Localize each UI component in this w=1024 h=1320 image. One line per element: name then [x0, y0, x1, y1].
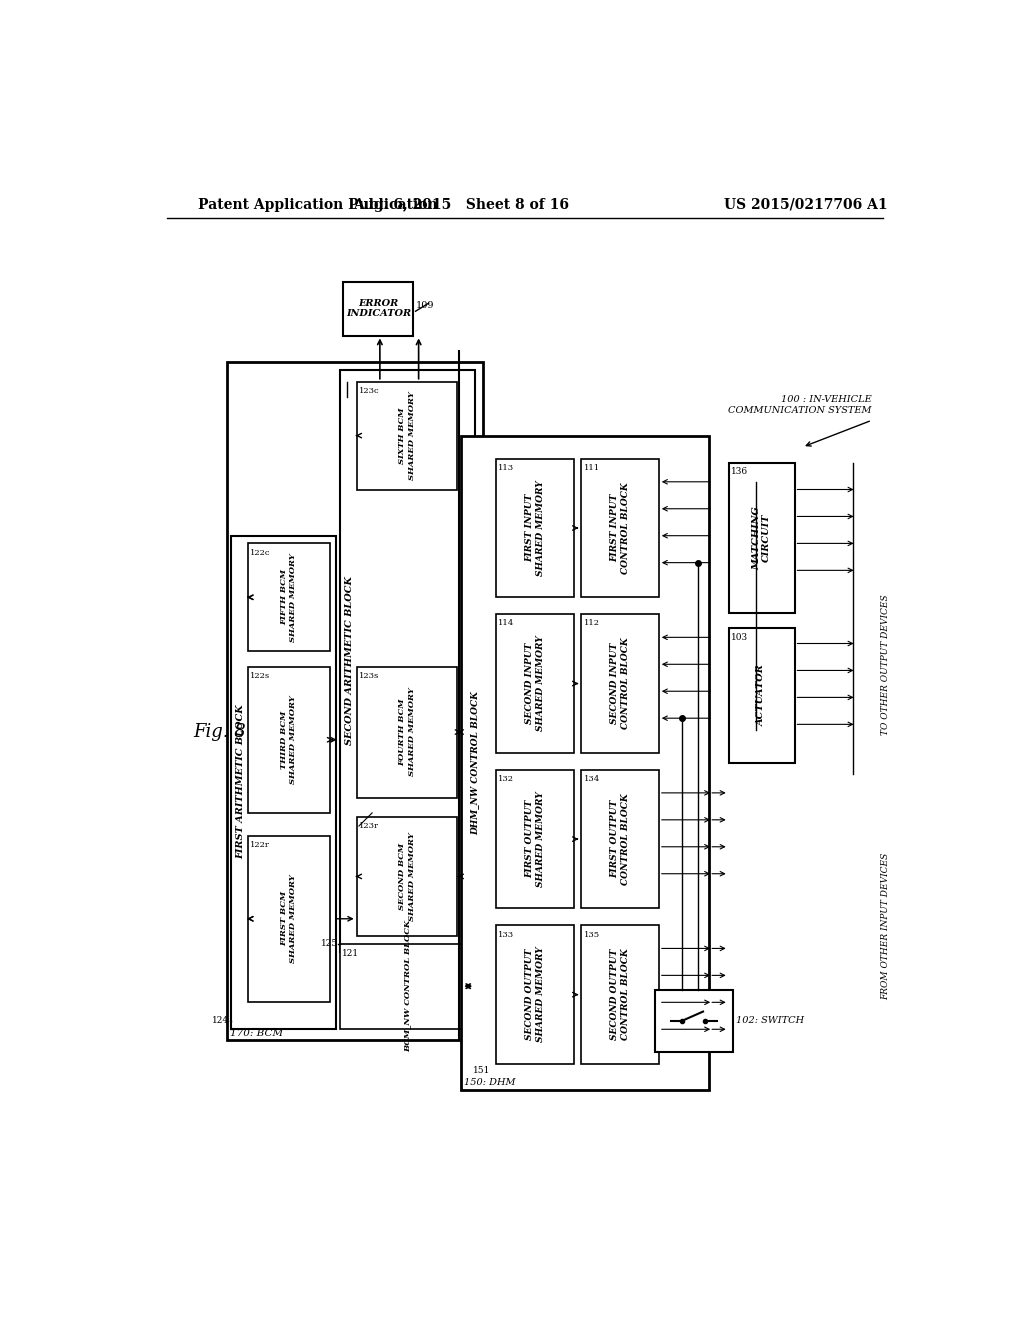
- Text: Aug. 6, 2015   Sheet 8 of 16: Aug. 6, 2015 Sheet 8 of 16: [353, 198, 569, 211]
- Bar: [729, 628, 795, 763]
- Text: MATCHING
CIRCUIT: MATCHING CIRCUIT: [752, 506, 771, 569]
- Bar: [356, 381, 458, 490]
- Bar: [655, 990, 732, 1052]
- Text: 134: 134: [584, 775, 600, 783]
- Text: THIRD BCM
SHARED MEMORY: THIRD BCM SHARED MEMORY: [281, 696, 297, 784]
- Text: ACTUATOR: ACTUATOR: [757, 664, 766, 726]
- Text: FIRST INPUT
SHARED MEMORY: FIRST INPUT SHARED MEMORY: [525, 480, 545, 576]
- Text: 113: 113: [499, 463, 515, 473]
- Text: 123r: 123r: [359, 822, 379, 830]
- Text: 133: 133: [499, 931, 515, 939]
- Bar: [248, 544, 330, 651]
- Text: SECOND BCM
SHARED MEMORY: SECOND BCM SHARED MEMORY: [398, 832, 416, 921]
- Text: 150: DHM: 150: DHM: [464, 1078, 515, 1086]
- Text: 111: 111: [584, 463, 600, 473]
- Text: FIRST OUTPUT
SHARED MEMORY: FIRST OUTPUT SHARED MEMORY: [525, 791, 545, 887]
- Bar: [356, 667, 458, 797]
- Text: 100 : IN-VEHICLE
COMMUNICATION SYSTEM: 100 : IN-VEHICLE COMMUNICATION SYSTEM: [728, 395, 872, 414]
- Text: Patent Application Publication: Patent Application Publication: [198, 198, 437, 211]
- Text: SECOND OUTPUT
SHARED MEMORY: SECOND OUTPUT SHARED MEMORY: [525, 946, 545, 1043]
- Text: 123s: 123s: [359, 672, 379, 680]
- Bar: [343, 281, 414, 335]
- Bar: [582, 925, 658, 1064]
- Text: 102: SWITCH: 102: SWITCH: [736, 1016, 805, 1026]
- Bar: [461, 436, 710, 1090]
- Text: TO OTHER OUTPUT DEVICES: TO OTHER OUTPUT DEVICES: [882, 594, 891, 735]
- Bar: [340, 370, 475, 952]
- Bar: [729, 462, 795, 612]
- Text: 135: 135: [584, 931, 600, 939]
- Text: ERROR
INDICATOR: ERROR INDICATOR: [346, 298, 411, 318]
- Text: FIRST ARITHMETIC BLOCK: FIRST ARITHMETIC BLOCK: [237, 705, 246, 859]
- Bar: [582, 459, 658, 598]
- Text: 124: 124: [212, 1016, 229, 1026]
- Text: 122s: 122s: [251, 672, 270, 680]
- Text: 112: 112: [584, 619, 600, 627]
- Text: 122r: 122r: [251, 841, 270, 849]
- Text: 170: BCM: 170: BCM: [230, 1030, 284, 1039]
- Bar: [582, 614, 658, 752]
- Text: BCM_NW CONTROL BLOCK: BCM_NW CONTROL BLOCK: [403, 920, 412, 1052]
- Bar: [248, 836, 330, 1002]
- Text: 123c: 123c: [359, 387, 380, 395]
- Text: FIRST INPUT
CONTROL BLOCK: FIRST INPUT CONTROL BLOCK: [610, 482, 630, 574]
- Bar: [496, 459, 573, 598]
- Text: FOURTH BCM
SHARED MEMORY: FOURTH BCM SHARED MEMORY: [398, 688, 416, 776]
- Bar: [496, 770, 573, 908]
- Text: 125: 125: [321, 940, 338, 948]
- Text: 132: 132: [499, 775, 514, 783]
- Text: 114: 114: [499, 619, 515, 627]
- Text: Fig. 8: Fig. 8: [194, 723, 246, 741]
- Text: 151: 151: [473, 1067, 490, 1076]
- Text: US 2015/0217706 A1: US 2015/0217706 A1: [724, 198, 888, 211]
- Text: SECOND INPUT
CONTROL BLOCK: SECOND INPUT CONTROL BLOCK: [610, 638, 630, 730]
- Text: SIXTH BCM
SHARED MEMORY: SIXTH BCM SHARED MEMORY: [398, 391, 416, 480]
- Text: 122c: 122c: [251, 549, 271, 557]
- Text: DHM_NW CONTROL BLOCK: DHM_NW CONTROL BLOCK: [471, 690, 479, 834]
- Bar: [227, 363, 483, 1040]
- Text: SECOND ARITHMETIC BLOCK: SECOND ARITHMETIC BLOCK: [345, 577, 354, 746]
- Bar: [582, 770, 658, 908]
- Text: 109: 109: [417, 301, 435, 310]
- Text: 121: 121: [342, 949, 359, 957]
- Text: FIRST BCM
SHARED MEMORY: FIRST BCM SHARED MEMORY: [281, 874, 297, 964]
- Text: SECOND OUTPUT
CONTROL BLOCK: SECOND OUTPUT CONTROL BLOCK: [610, 949, 630, 1040]
- Text: FIRST OUTPUT
CONTROL BLOCK: FIRST OUTPUT CONTROL BLOCK: [610, 793, 630, 884]
- Text: 103: 103: [731, 632, 749, 642]
- Text: FROM OTHER INPUT DEVICES: FROM OTHER INPUT DEVICES: [882, 853, 891, 1001]
- Bar: [496, 925, 573, 1064]
- Bar: [248, 667, 330, 813]
- Bar: [496, 614, 573, 752]
- Text: 136: 136: [731, 467, 749, 477]
- Bar: [231, 536, 336, 1028]
- Text: SECOND INPUT
SHARED MEMORY: SECOND INPUT SHARED MEMORY: [525, 636, 545, 731]
- Text: FIFTH BCM
SHARED MEMORY: FIFTH BCM SHARED MEMORY: [281, 553, 297, 642]
- Bar: [356, 817, 458, 936]
- Bar: [340, 944, 475, 1028]
